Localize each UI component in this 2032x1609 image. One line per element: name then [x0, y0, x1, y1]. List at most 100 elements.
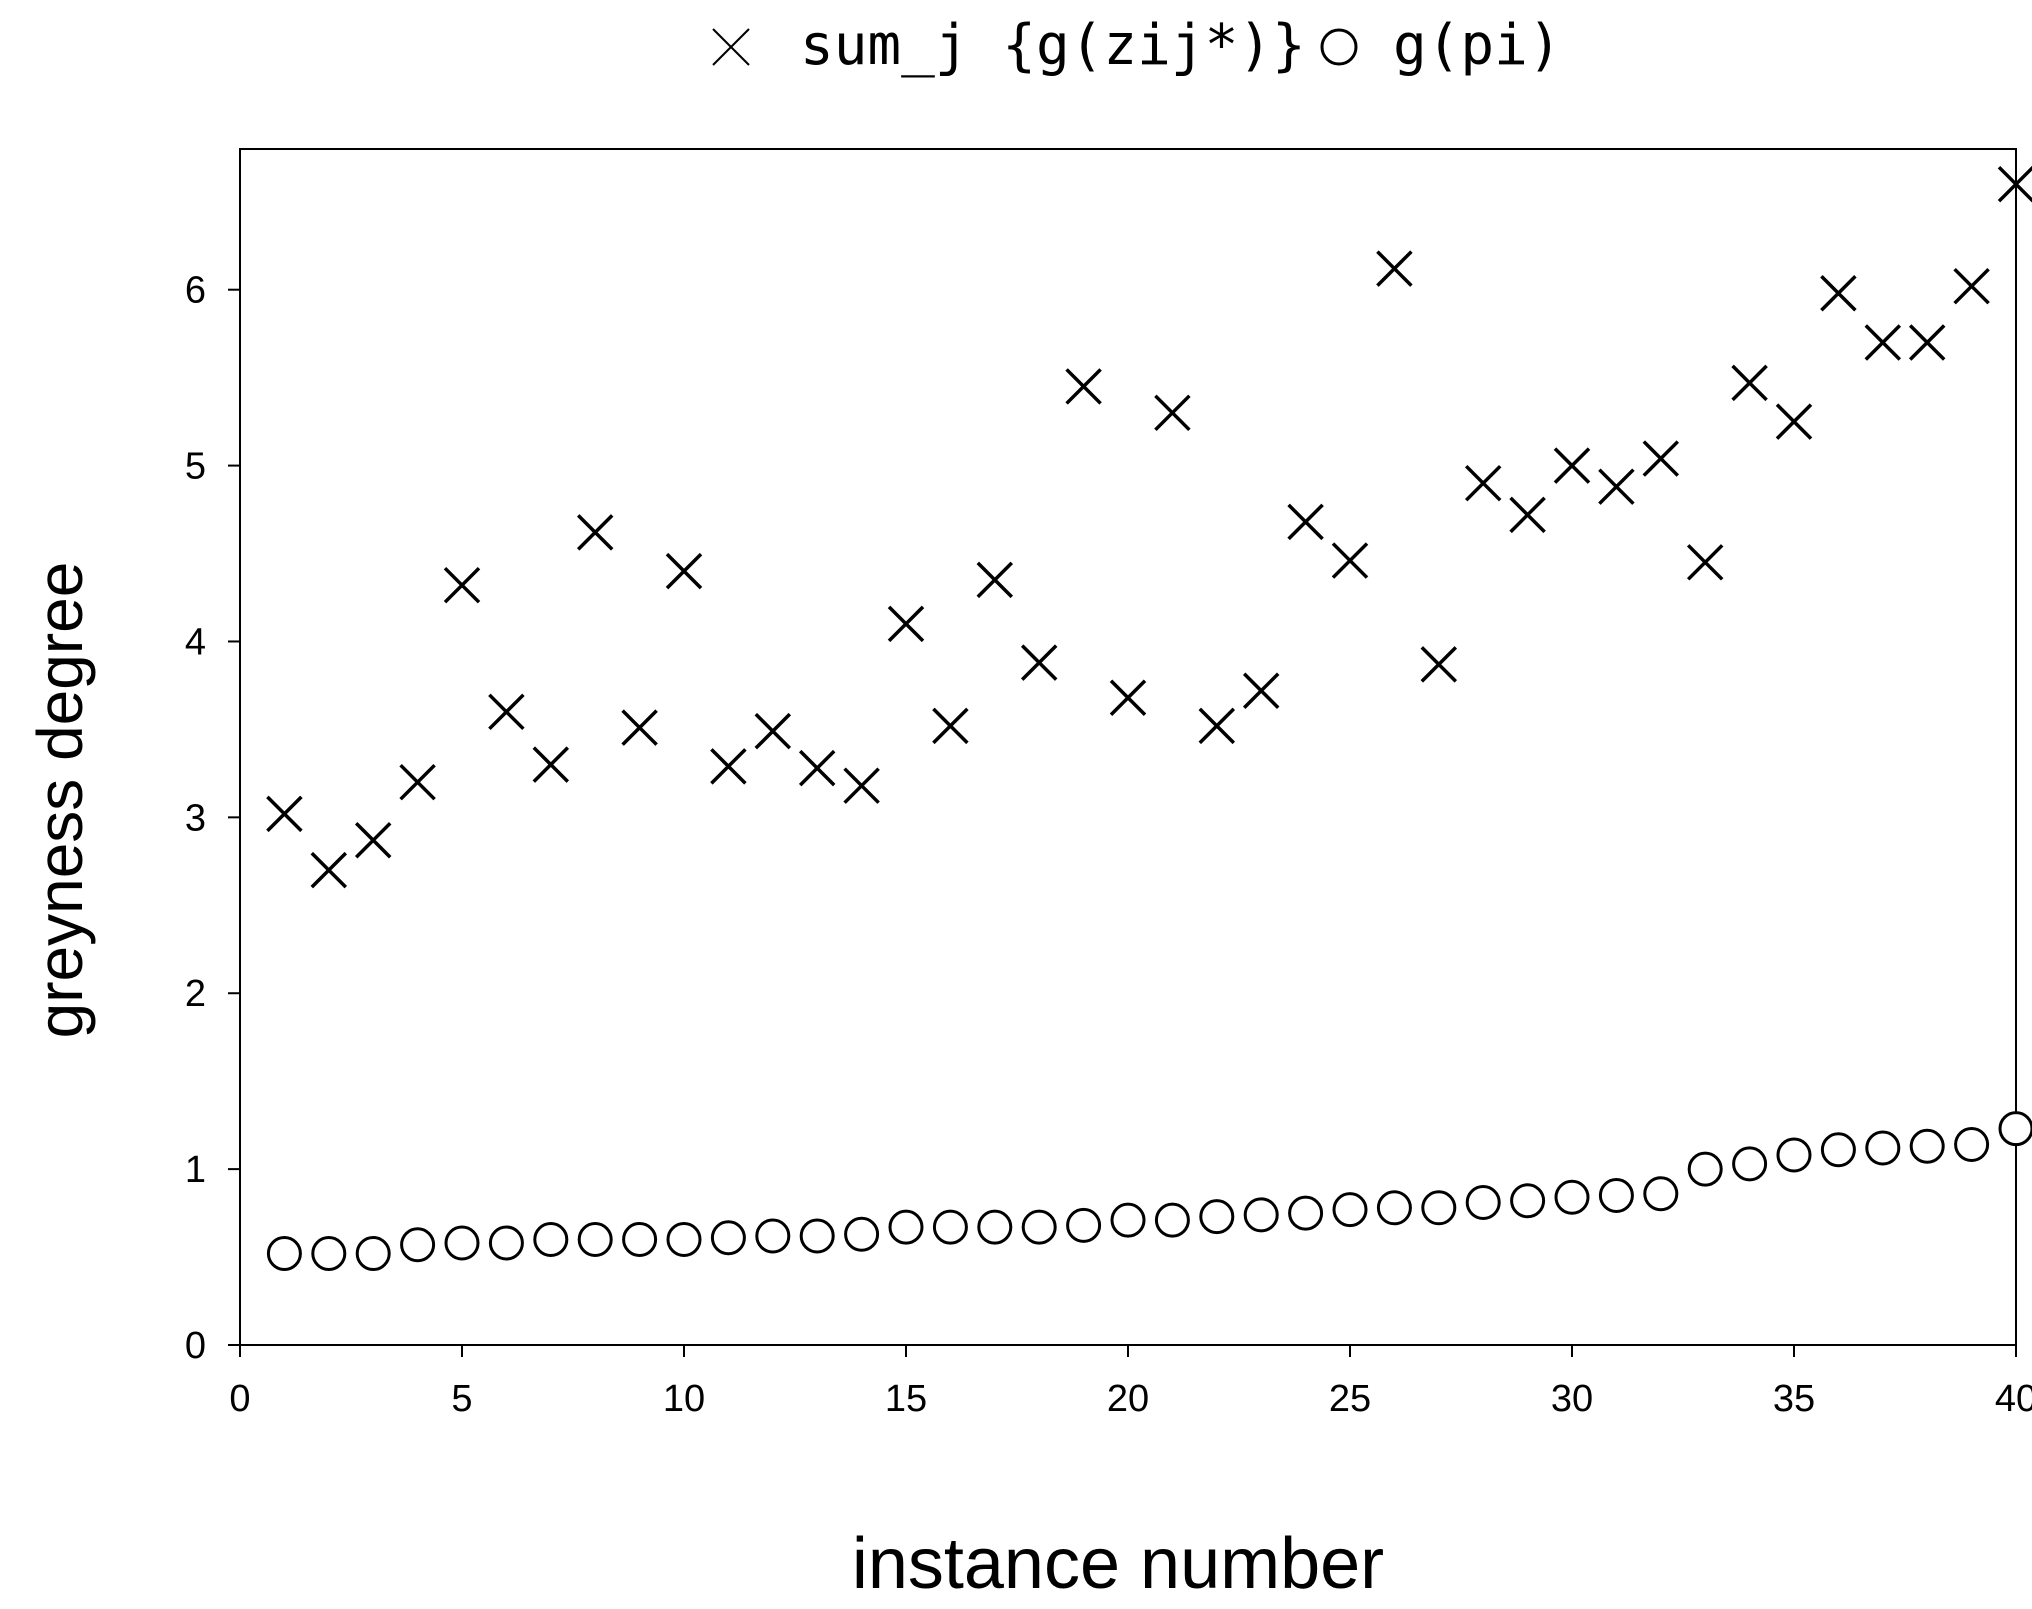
legend-label-sum: sum_j {g(zij*)}	[800, 13, 1306, 78]
data-point-sum	[1242, 672, 1280, 709]
data-point-gpi	[1021, 1209, 1057, 1245]
data-point-gpi	[755, 1218, 791, 1254]
x-tick-label: 15	[885, 1378, 927, 1420]
data-point-sum	[1287, 503, 1324, 541]
data-point-gpi	[977, 1209, 1013, 1245]
data-point-sum	[1553, 447, 1591, 484]
data-point-sum	[1953, 267, 1990, 305]
data-point-gpi	[1554, 1179, 1590, 1215]
data-point-gpi	[1465, 1185, 1501, 1221]
data-point-sum	[1464, 464, 1502, 502]
legend: sum_j {g(zij*)} g(pi)	[712, 13, 1562, 78]
data-point-gpi	[1998, 1111, 2032, 1147]
data-point-gpi	[844, 1216, 880, 1252]
data-point-sum	[310, 851, 348, 889]
data-point-gpi	[1288, 1195, 1324, 1231]
data-point-gpi	[1332, 1192, 1368, 1228]
data-point-sum	[976, 561, 1014, 599]
y-axis-label: greyness degree	[24, 562, 96, 1039]
data-point-sum	[710, 748, 747, 785]
data-point-gpi	[799, 1218, 835, 1254]
data-point-sum	[1820, 274, 1857, 312]
series-gpi-points	[266, 1111, 2032, 1272]
data-point-sum	[488, 693, 525, 731]
data-point-gpi	[622, 1221, 658, 1257]
data-point-gpi	[1066, 1207, 1102, 1243]
x-axis-ticks: 0 5 10 15 20 25 30 35 40	[229, 1345, 2032, 1420]
data-point-sum	[1908, 324, 1946, 361]
series-sum-points	[266, 165, 2032, 889]
data-point-gpi	[710, 1220, 746, 1256]
data-point-sum	[399, 763, 436, 801]
legend-label-gpi: g(pi)	[1393, 13, 1562, 78]
y-tick-label: 0	[185, 1325, 206, 1367]
data-point-sum	[1420, 646, 1458, 683]
x-tick-label: 30	[1551, 1378, 1593, 1420]
data-point-gpi	[1820, 1132, 1856, 1168]
data-point-gpi	[488, 1225, 524, 1261]
data-point-sum	[1020, 644, 1058, 681]
data-point-gpi	[1376, 1190, 1412, 1226]
legend-circle-marker-icon	[1320, 28, 1358, 66]
y-tick-label: 4	[185, 621, 206, 663]
data-point-gpi	[1732, 1146, 1768, 1182]
legend-x-marker-icon	[712, 28, 750, 66]
y-tick-label: 5	[185, 446, 206, 488]
data-point-gpi	[266, 1236, 302, 1272]
data-point-sum	[1154, 394, 1191, 432]
x-axis-label: instance number	[852, 1524, 1384, 1604]
data-point-sum	[621, 709, 658, 746]
x-tick-label: 10	[663, 1378, 705, 1420]
data-point-gpi	[666, 1221, 702, 1257]
data-point-gpi	[932, 1209, 968, 1245]
x-tick-label: 25	[1329, 1378, 1371, 1420]
data-point-sum	[354, 821, 392, 859]
x-tick-label: 5	[451, 1378, 472, 1420]
data-point-sum	[1065, 368, 1102, 405]
data-point-sum	[932, 707, 969, 745]
data-point-gpi	[1776, 1137, 1812, 1173]
data-point-sum	[665, 552, 703, 590]
data-point-gpi	[1110, 1202, 1146, 1238]
data-point-gpi	[888, 1209, 924, 1245]
data-point-gpi	[311, 1236, 347, 1272]
x-tick-label: 20	[1107, 1378, 1149, 1420]
data-point-gpi	[1243, 1197, 1279, 1233]
y-tick-label: 1	[185, 1149, 206, 1191]
data-point-gpi	[1154, 1202, 1190, 1238]
data-point-gpi	[1421, 1190, 1457, 1226]
data-point-sum	[1686, 544, 1724, 581]
data-point-gpi	[533, 1221, 569, 1257]
data-point-sum	[1642, 440, 1680, 477]
x-tick-label: 35	[1773, 1378, 1815, 1420]
data-point-gpi	[1954, 1126, 1990, 1162]
data-point-gpi	[1909, 1128, 1945, 1164]
legend-x-glyph	[712, 28, 750, 66]
data-point-gpi	[1865, 1130, 1901, 1166]
data-point-sum	[1509, 496, 1546, 534]
data-point-sum	[443, 566, 481, 604]
data-point-gpi	[1687, 1151, 1723, 1187]
y-tick-label: 2	[185, 973, 206, 1015]
data-point-gpi	[1510, 1183, 1546, 1219]
data-point-sum	[1376, 250, 1413, 287]
data-point-sum	[887, 605, 925, 643]
data-point-sum	[1109, 679, 1147, 716]
data-point-sum	[1997, 165, 2032, 203]
data-point-gpi	[1199, 1199, 1235, 1235]
y-tick-label: 6	[185, 270, 206, 312]
data-point-gpi	[1598, 1178, 1634, 1213]
data-point-gpi	[577, 1221, 613, 1257]
data-point-sum	[1731, 364, 1768, 402]
data-point-sum	[1331, 542, 1369, 579]
data-point-gpi	[355, 1236, 391, 1272]
y-axis-ticks: 0 1 2 3 4 5 6	[185, 270, 240, 1367]
x-tick-label: 0	[229, 1378, 250, 1420]
data-point-sum	[266, 795, 303, 833]
data-point-gpi	[1643, 1176, 1679, 1212]
data-point-sum	[1598, 468, 1635, 505]
data-point-gpi	[444, 1225, 480, 1261]
data-point-sum	[798, 749, 836, 787]
